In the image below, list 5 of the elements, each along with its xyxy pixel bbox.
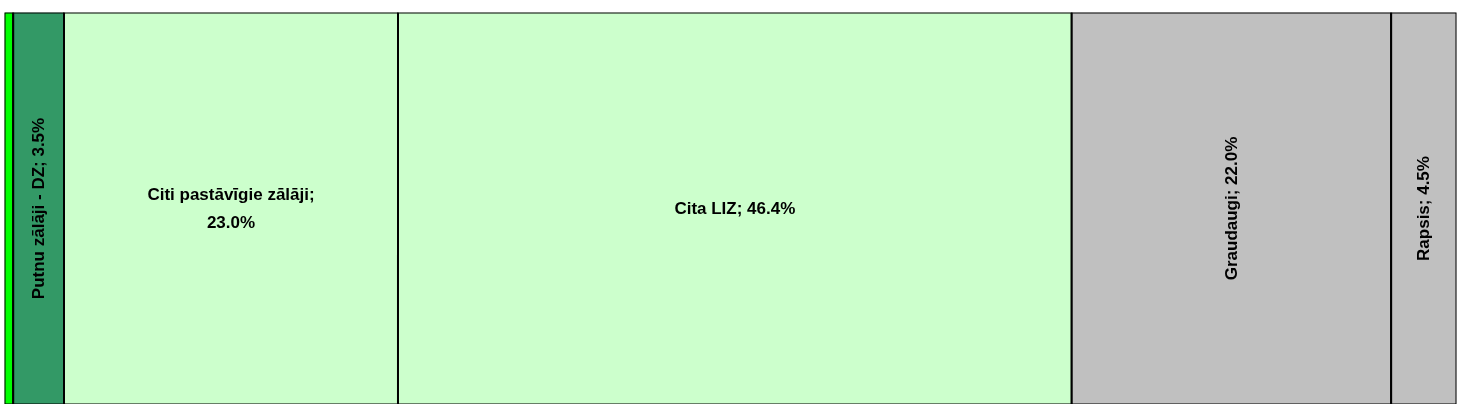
data-label: Rapsis; 4.5% — [1414, 156, 1434, 261]
data-label: Citi pastāvīgie zālāji; 23.0% — [147, 184, 315, 233]
data-label: Putnu zālāji - DZ; 3.5% — [29, 117, 49, 300]
data-label: Graudaugi; 22.0% — [1221, 136, 1241, 281]
data-label: Cita LIZ; 46.4% — [674, 199, 796, 218]
